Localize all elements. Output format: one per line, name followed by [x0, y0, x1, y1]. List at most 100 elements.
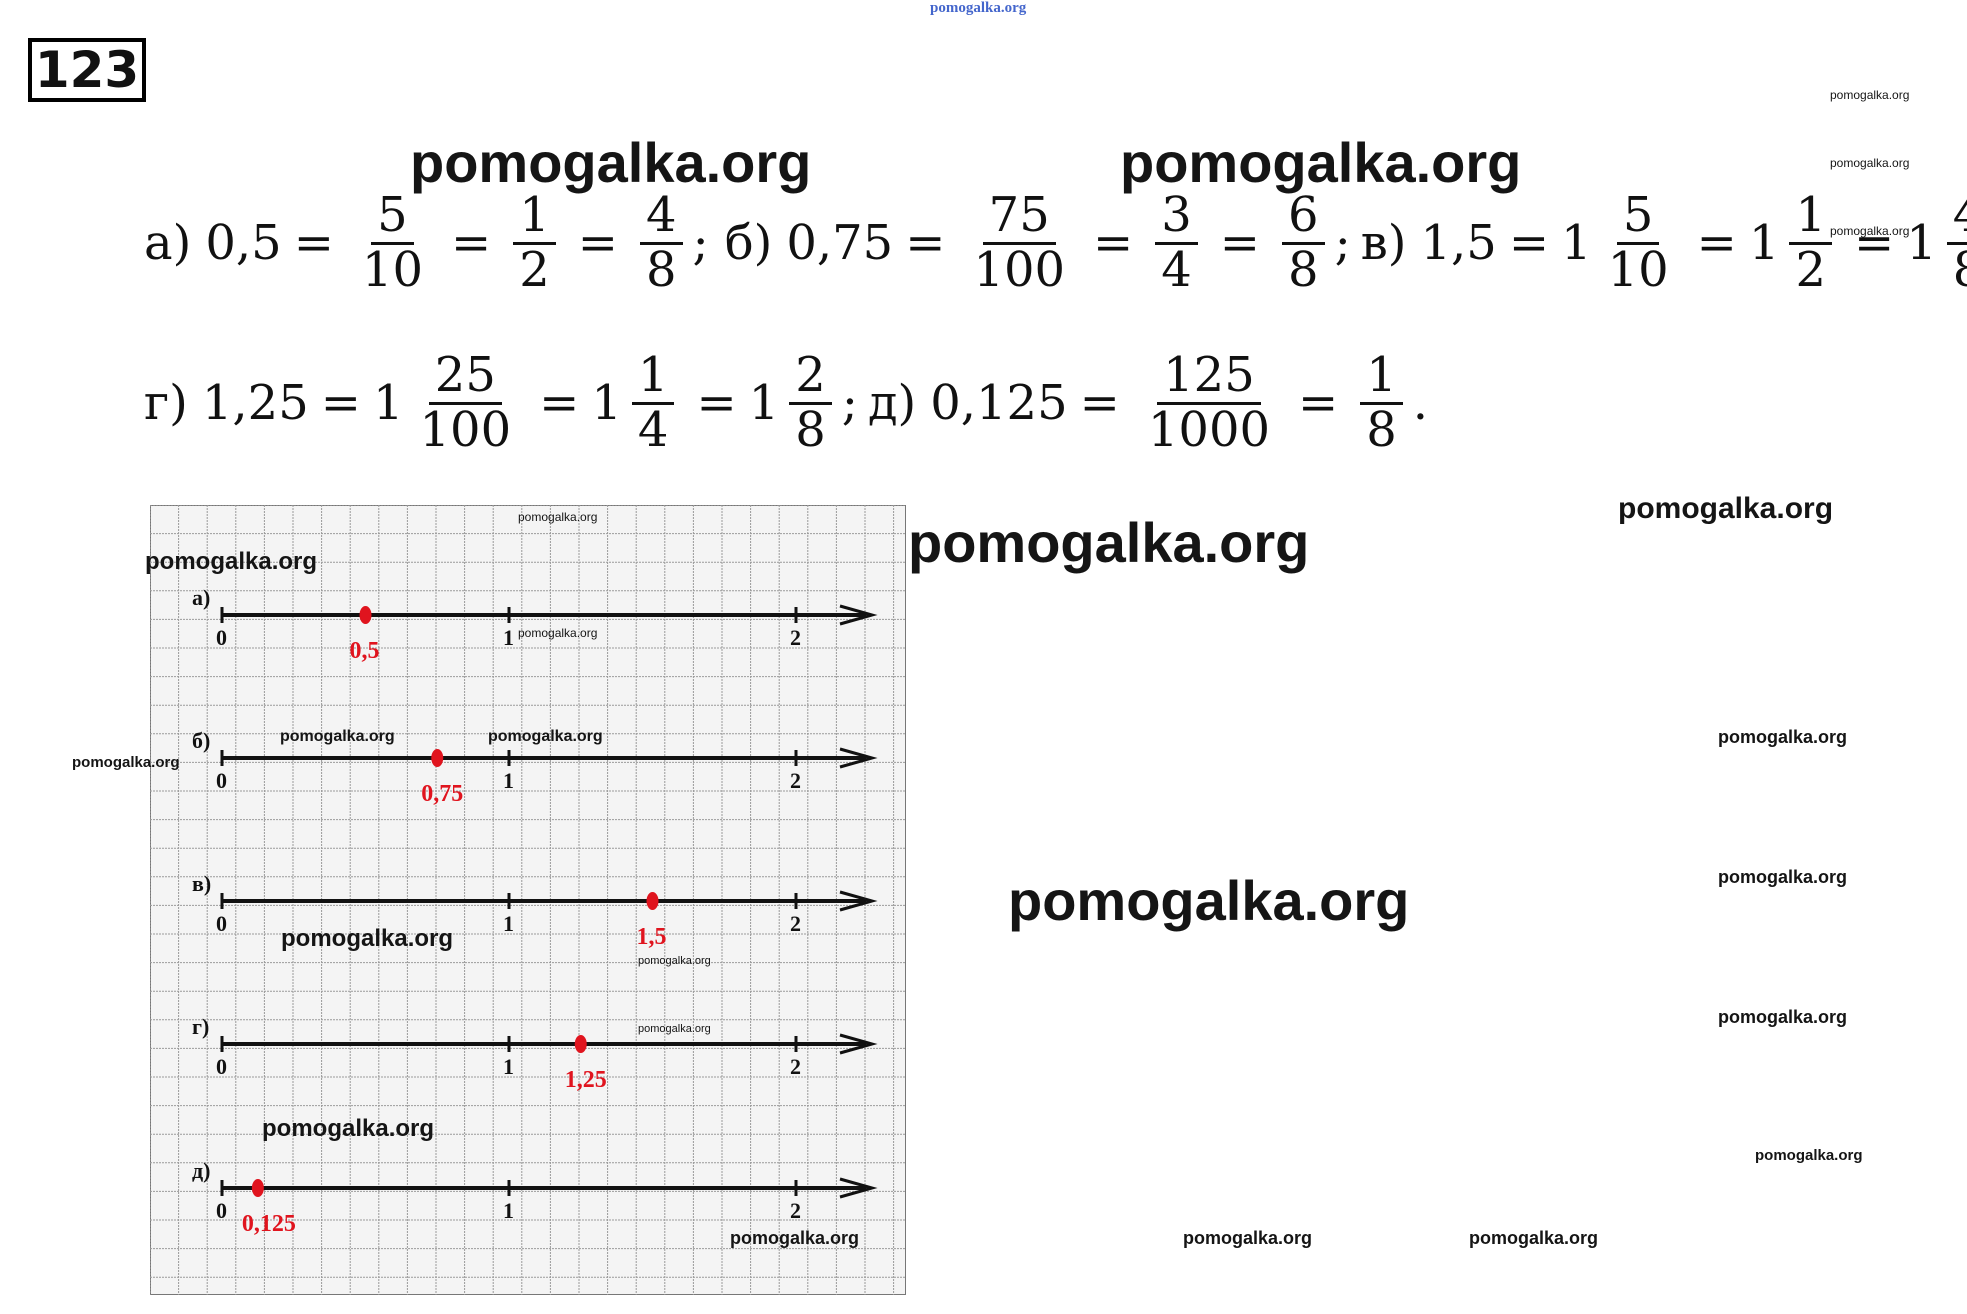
watermark: pomogalka.org — [145, 548, 318, 575]
tick-label: 1 — [503, 1198, 514, 1223]
tick-label: 2 — [790, 625, 801, 650]
numerator: 75 — [982, 189, 1056, 245]
equation-d-value: 0,125 — [930, 375, 1068, 432]
numerator: 1 — [513, 189, 556, 245]
fraction: 48 — [1946, 189, 1967, 297]
numerator: 6 — [1282, 189, 1325, 245]
whole-part: 1 — [372, 375, 404, 432]
fraction: 25 100 — [414, 349, 518, 458]
denominator: 4 — [637, 401, 669, 458]
denominator: 100 — [419, 401, 512, 458]
watermark: pomogalka.org — [1718, 867, 1848, 887]
top-watermark: pomogalka.org — [930, 0, 1027, 16]
tick-label: 0 — [216, 1198, 227, 1223]
tick-label: 1 — [503, 911, 514, 936]
equals-sign: = — [696, 375, 737, 432]
watermark: pomogalka.org — [1120, 131, 1522, 194]
tick-label: 0 — [216, 911, 227, 936]
tick-label: 1 — [503, 625, 514, 650]
watermark: pomogalka.org — [1755, 1147, 1863, 1164]
whole-part: 1 — [748, 375, 780, 432]
point-marker — [574, 1035, 587, 1053]
number-lines-svg: а)0 1 20,5б)0 1 20,75в)0 1 21,5г)0 1 21,25д)0 1 20… — [149, 504, 907, 1296]
numerator: 1 — [1360, 349, 1403, 405]
axis-arrow — [839, 890, 878, 912]
denominator: 10 — [361, 241, 423, 298]
point-marker — [646, 892, 659, 910]
point-label: 0,75 — [421, 781, 463, 807]
watermark: pomogalka.org — [638, 1023, 711, 1035]
denominator: 8 — [645, 241, 677, 298]
watermark: pomogalka.org — [518, 626, 598, 640]
numerator: 125 — [1157, 349, 1261, 405]
point-marker — [359, 606, 372, 624]
watermark: pomogalka.org — [1469, 1228, 1599, 1248]
whole-part: 1 — [1748, 215, 1780, 272]
equals-sign: = — [539, 375, 580, 432]
numerator: 2 — [789, 349, 832, 405]
fraction: 5 10 — [1602, 189, 1675, 297]
tick-label: 2 — [790, 1054, 801, 1079]
watermark: pomogalka.org — [1718, 1007, 1848, 1027]
denominator: 2 — [519, 241, 550, 298]
denominator: 8 — [1366, 401, 1397, 458]
point-label: 1,5 — [637, 924, 667, 950]
equation-b-label: б) — [724, 215, 773, 272]
equation-v-label: в) — [1360, 215, 1407, 272]
watermark: pomogalka.org — [1183, 1228, 1313, 1248]
axis-arrow — [839, 1177, 878, 1199]
equals-sign: = — [320, 375, 361, 432]
watermark: pomogalka.org — [1830, 224, 1910, 238]
equals-sign: = — [1298, 375, 1339, 432]
number-line-label: б) — [192, 728, 210, 753]
point-marker — [251, 1179, 264, 1197]
number-line-label: г) — [192, 1014, 209, 1039]
watermark: pomogalka.org — [72, 754, 180, 771]
fraction: 5 10 — [356, 189, 429, 298]
equals-sign: = — [1219, 215, 1261, 272]
tick-label: 0 — [216, 625, 227, 650]
watermark: pomogalka.org — [410, 131, 812, 194]
denominator: 4 — [1161, 241, 1192, 298]
tick-label: 2 — [790, 768, 801, 793]
watermark: pomogalka.org — [262, 1115, 435, 1142]
watermark: pomogalka.org — [1008, 869, 1410, 932]
watermark: pomogalka.org — [638, 955, 711, 967]
watermark: pomogalka.org — [730, 1228, 860, 1248]
whole-part: 1 — [591, 375, 622, 432]
numerator: 5 — [371, 189, 414, 245]
watermark: pomogalka.org — [518, 510, 598, 524]
equals-sign: = — [450, 215, 492, 272]
tick-label: 0 — [216, 1054, 227, 1079]
separator: ; — [841, 375, 858, 432]
tick-label: 1 — [503, 768, 514, 793]
watermark: pomogalka.org — [908, 511, 1310, 574]
denominator: 1000 — [1147, 401, 1271, 458]
numerator: 4 — [639, 189, 683, 245]
point-marker — [431, 749, 444, 767]
denominator: 8 — [1288, 241, 1319, 298]
fraction: 75 100 — [967, 189, 1071, 297]
separator: . — [1412, 375, 1429, 432]
axis-arrow — [839, 747, 878, 769]
denominator: 2 — [1795, 241, 1826, 298]
tick-label: 2 — [790, 911, 801, 936]
numerator: 4 — [1946, 189, 1967, 245]
watermark: pomogalka.org — [280, 728, 395, 745]
number-lines-figure: а) 0 1 2 0,5 б) 0 1 2 0,75 в) 0 1 2 1,5 г) 0 1 2 1,25 д) 0 1 2 0… — [149, 504, 907, 1296]
numerator: 25 — [428, 349, 502, 405]
number-line-label: д) — [192, 1158, 210, 1183]
equation-a-label: а) — [144, 215, 192, 272]
fraction: 125 1000 — [1142, 349, 1276, 458]
tick-label: 1 — [503, 1054, 514, 1079]
denominator: 8 — [795, 401, 826, 458]
watermark: pomogalka.org — [1718, 727, 1848, 747]
